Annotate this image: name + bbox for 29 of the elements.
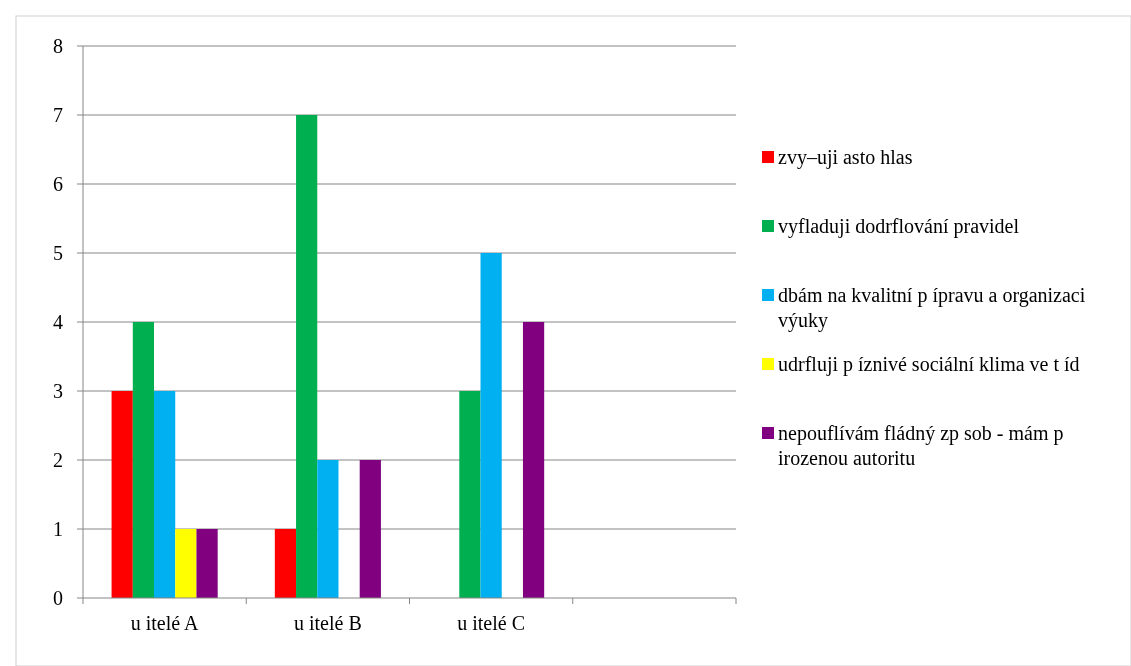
bar <box>296 115 318 598</box>
y-tick-label: 1 <box>53 518 63 540</box>
y-tick-label: 6 <box>53 173 63 195</box>
bar <box>459 391 481 598</box>
bar <box>317 460 339 598</box>
legend-label: zvy–uji asto hlas <box>778 146 913 169</box>
legend-label: nepouflívám fládný zp sob - mám p irozenou autoritu <box>778 422 1064 469</box>
y-tick-label: 8 <box>53 35 63 57</box>
y-tick-label: 4 <box>53 311 63 333</box>
legend-label: dbám na kvalitní p ípravu a organizaci výuky <box>778 284 1086 332</box>
bar <box>359 460 381 598</box>
legend-label: vyfladuji dodrflování pravidel <box>778 215 1020 238</box>
bar <box>154 391 176 598</box>
bar <box>196 529 218 598</box>
bar <box>522 322 545 598</box>
bar <box>480 253 502 598</box>
y-tick-label: 3 <box>53 380 63 402</box>
bar <box>132 322 155 598</box>
bar <box>175 529 197 598</box>
bar <box>111 391 133 598</box>
x-tick-label: u itelé A <box>130 612 200 634</box>
x-tick-label: u itelé B <box>293 612 362 634</box>
y-tick-label: 0 <box>53 587 63 609</box>
y-tick-label: 5 <box>53 242 63 264</box>
legend-label: udrfluji p íznivé sociální klima ve t íd <box>778 353 1080 376</box>
y-tick-label: 7 <box>53 104 63 126</box>
x-tick-label: u itelé C <box>457 612 526 634</box>
y-tick-label: 2 <box>53 449 63 471</box>
bar <box>274 529 297 598</box>
